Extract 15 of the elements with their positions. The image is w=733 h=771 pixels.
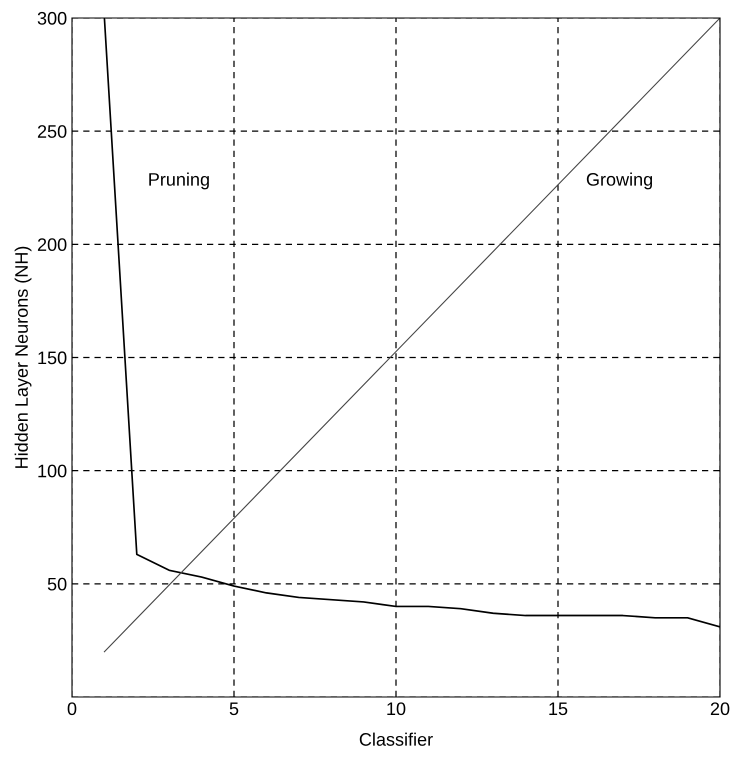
- annotation: Growing: [586, 172, 652, 190]
- y-axis-title: Hidden Layer Neurons (NH): [14, 246, 32, 468]
- y-tick-label: 250: [38, 125, 66, 138]
- annotation: Pruning: [149, 172, 209, 190]
- x-tick-label: 10: [387, 702, 406, 716]
- y-tick-label: 300: [38, 12, 66, 25]
- x-tick-label: 0: [68, 702, 76, 716]
- x-axis-title: Classifier: [360, 732, 433, 746]
- x-tick-label: 15: [549, 702, 568, 716]
- x-tick-label: 5: [230, 702, 238, 716]
- x-tick-label: 20: [710, 702, 730, 716]
- y-tick-label: 150: [38, 351, 66, 364]
- y-tick-label: 100: [38, 464, 66, 478]
- y-tick-label: 200: [38, 238, 66, 252]
- y-tick-label: 50: [48, 578, 66, 591]
